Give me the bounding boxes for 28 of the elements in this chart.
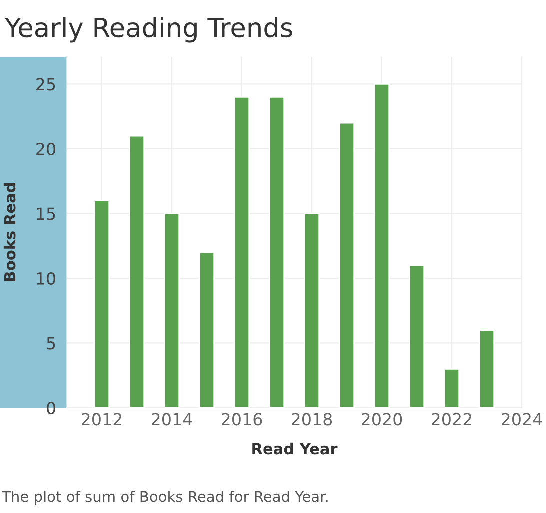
bar [198, 252, 216, 408]
chart-title: Yearly Reading Trends [4, 17, 292, 43]
bar [234, 96, 250, 408]
y-tick-label: 20 [36, 142, 56, 156]
x-tick-label: 2016 [222, 413, 262, 426]
x-tick-label: 2024 [502, 413, 542, 426]
bar [444, 368, 460, 408]
x-axis-title: Read Year [252, 442, 338, 455]
y-tick-label: 10 [37, 272, 56, 286]
bar [374, 84, 390, 408]
y-tick-label: 15 [37, 208, 56, 220]
bar [128, 135, 146, 408]
y-tick-label: 25 [36, 78, 56, 91]
bar [304, 213, 320, 408]
bar [408, 264, 426, 408]
bar [478, 330, 496, 408]
x-tick-label: 2020 [362, 413, 402, 426]
bar [94, 200, 110, 408]
x-tick-label: 2012 [82, 413, 122, 426]
bar [338, 122, 356, 408]
x-tick-label: 2018 [292, 413, 332, 426]
bar [164, 213, 180, 408]
x-tick-label: 2022 [432, 413, 472, 426]
text: The plot of sum of Books Read for Read Year. [2, 490, 328, 506]
y-tick-label: 5 [47, 337, 56, 350]
y-axis-title: Books Read [4, 183, 16, 282]
x-tick-label: 2014 [152, 413, 192, 426]
bar [268, 96, 286, 408]
